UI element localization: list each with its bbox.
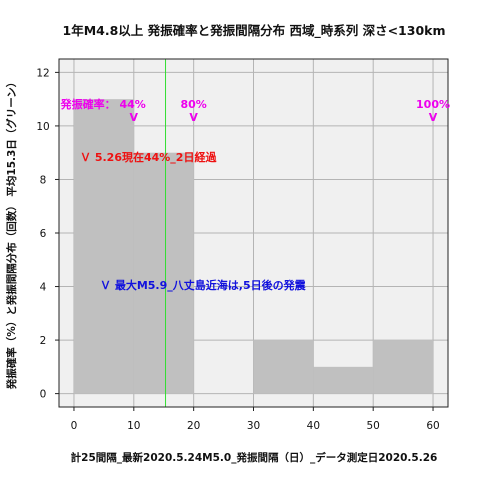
y-ticks: 0 2 4 6 8 10 12 bbox=[36, 67, 59, 401]
y-tick-label: 10 bbox=[36, 121, 49, 133]
x-tick-label: 30 bbox=[247, 420, 260, 432]
y-tick-label: 0 bbox=[40, 389, 47, 401]
histogram-bar bbox=[73, 99, 134, 394]
status-annotation: Ｖ 5.26現在44%_2日経過 bbox=[80, 150, 217, 164]
y-tick-label: 2 bbox=[40, 335, 47, 347]
x-ticks: 0 10 20 30 40 50 60 bbox=[71, 407, 440, 432]
x-tick-label: 60 bbox=[426, 420, 439, 432]
x-tick-label: 50 bbox=[367, 420, 380, 432]
probability-label-20: 80% bbox=[180, 98, 206, 111]
probability-arrow-10: V bbox=[130, 111, 139, 124]
histogram-bar bbox=[313, 366, 374, 394]
histogram-bar bbox=[373, 340, 434, 394]
y-axis-label: 発振確率（%）と発振間隔分布（回数） 平均15.3日（グリーン） bbox=[5, 77, 18, 391]
y-tick-label: 4 bbox=[40, 282, 47, 294]
x-tick-label: 0 bbox=[71, 420, 78, 432]
histogram-bar bbox=[133, 152, 194, 394]
histogram-bars bbox=[73, 99, 434, 394]
max-quake-note: Ｖ 最大M5.9_八丈島近海は,5日後の発震 bbox=[100, 278, 307, 292]
probability-label-60: 100% bbox=[416, 98, 450, 111]
chart-title: 1年M4.8以上 発振確率と発振間隔分布 西域_時系列 深さ<130km bbox=[63, 23, 446, 39]
probability-label-10: 発振確率： 44% bbox=[60, 97, 146, 111]
probability-arrow-60: V bbox=[429, 111, 438, 124]
x-axis-label: 計25間隔_最新2020.5.24M5.0_発振間隔（日）_データ測定日2020… bbox=[71, 451, 438, 464]
x-tick-label: 20 bbox=[187, 420, 200, 432]
y-tick-label: 8 bbox=[40, 174, 47, 186]
probability-arrow-20: V bbox=[189, 111, 198, 124]
y-tick-label: 12 bbox=[36, 67, 49, 79]
histogram-bar bbox=[253, 340, 314, 394]
x-tick-label: 40 bbox=[307, 420, 320, 432]
y-tick-label: 6 bbox=[40, 228, 47, 240]
x-tick-label: 10 bbox=[127, 420, 140, 432]
